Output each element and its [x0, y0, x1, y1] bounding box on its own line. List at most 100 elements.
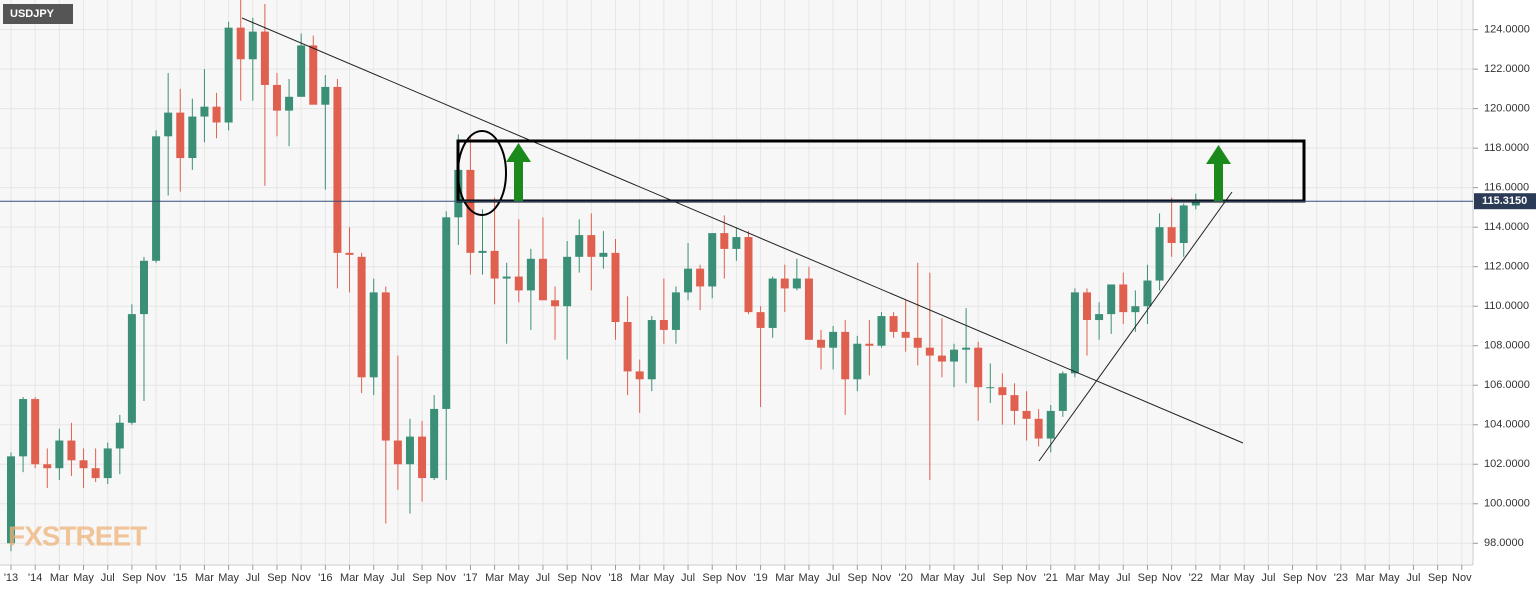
x-tick-label: Mar [195, 572, 214, 584]
candle-body [297, 45, 306, 97]
x-tick-label: Sep [557, 572, 577, 584]
x-tick-label: Nov [1162, 572, 1182, 584]
candle-body [720, 233, 729, 249]
candle-body [67, 440, 76, 461]
x-tick-label: Mar [775, 572, 794, 584]
candle-body [430, 408, 439, 479]
x-tick-label: Mar [920, 572, 939, 584]
arrow [506, 143, 531, 202]
candle-body [974, 347, 983, 388]
x-tick-label: May [1089, 572, 1110, 584]
candle-body [248, 31, 257, 60]
candle-body [865, 343, 874, 346]
candle-body [780, 278, 789, 289]
x-tick-label: Nov [1307, 572, 1327, 584]
candle-body [345, 252, 354, 255]
candle-body [176, 112, 185, 159]
x-tick-label: May [363, 572, 384, 584]
y-tick-label: 122.0000 [1484, 63, 1530, 75]
candle-body [538, 258, 547, 301]
candle-body [599, 252, 608, 257]
candle-body [43, 464, 52, 469]
candle-body [19, 399, 28, 457]
candle-body [768, 278, 777, 328]
x-tick-label: Jul [1406, 572, 1420, 584]
x-tick-label: May [1234, 572, 1255, 584]
candle-body [478, 250, 487, 253]
x-tick-label: Sep [702, 572, 722, 584]
x-tick-label: Jul [971, 572, 985, 584]
candle-body [925, 347, 934, 356]
candle-body [272, 84, 281, 111]
x-tick-label: Sep [1283, 572, 1303, 584]
x-tick-label: May [944, 572, 965, 584]
candle-body [962, 347, 971, 350]
x-tick-label: '16 [318, 572, 332, 584]
candle-body [659, 320, 668, 330]
candle-body [466, 169, 475, 253]
x-tick-label: Nov [146, 572, 166, 584]
x-tick-label: Mar [1211, 572, 1230, 584]
x-tick-label: Jul [1116, 572, 1130, 584]
x-tick-label: Nov [582, 572, 602, 584]
x-tick-label: Mar [340, 572, 359, 584]
candle-body [31, 399, 40, 465]
candle-body [1179, 205, 1188, 243]
last-price-badge [1474, 193, 1536, 210]
candle-body [635, 371, 644, 380]
candle-body [369, 292, 378, 378]
candle-body [998, 387, 1007, 396]
x-tick-label: Mar [1065, 572, 1084, 584]
candle-body [236, 27, 245, 60]
x-tick-label: Mar [630, 572, 649, 584]
candle-body [563, 256, 572, 307]
x-tick-label: Mar [485, 572, 504, 584]
candle-body [1119, 284, 1128, 313]
candle-body [188, 116, 197, 159]
candle-body [1046, 410, 1055, 439]
candle-body [127, 314, 136, 423]
watermark: FXSTREET [8, 520, 147, 551]
candle-body [381, 292, 390, 441]
y-tick-label: 112.0000 [1484, 261, 1529, 273]
chart-title: USDJPY [10, 8, 55, 20]
candle-body [901, 331, 910, 338]
candle-body [696, 268, 705, 287]
candle-body [490, 250, 499, 279]
x-tick-label: Sep [267, 572, 287, 584]
x-tick-label: Sep [993, 572, 1013, 584]
candle-body [1143, 280, 1152, 307]
candle-body [442, 217, 451, 409]
candle-body [1058, 373, 1067, 411]
x-tick-label: Nov [1452, 572, 1472, 584]
candle-body [1070, 292, 1079, 374]
y-tick-label: 98.0000 [1484, 537, 1524, 549]
candle-body [1022, 410, 1031, 419]
candle-body [1095, 314, 1104, 321]
x-tick-label: May [653, 572, 674, 584]
x-tick-label: Nov [436, 572, 456, 584]
candle-body [623, 322, 632, 372]
x-tick-label: May [1379, 572, 1400, 584]
y-tick-label: 106.0000 [1484, 379, 1530, 391]
candle-body [671, 292, 680, 330]
candles [7, 0, 1200, 552]
x-tick-label: Jul [536, 572, 550, 584]
candle-body [950, 349, 959, 362]
candle-body [418, 436, 427, 479]
candle-body [285, 96, 294, 111]
candle-body [91, 468, 100, 479]
y-tick-label: 108.0000 [1484, 340, 1530, 352]
y-tick-label: 114.0000 [1484, 221, 1529, 233]
candle-body [1167, 227, 1176, 243]
x-tick-label: '20 [898, 572, 912, 584]
candle-body [647, 320, 656, 380]
candle-body [913, 337, 922, 348]
x-tick-label: Mar [50, 572, 69, 584]
y-tick-label: 118.0000 [1484, 142, 1529, 154]
candle-body [526, 258, 535, 291]
x-tick-label: Sep [1428, 572, 1448, 584]
x-tick-label: Sep [412, 572, 432, 584]
candle-body [405, 436, 414, 465]
x-tick-label: '15 [173, 572, 187, 584]
